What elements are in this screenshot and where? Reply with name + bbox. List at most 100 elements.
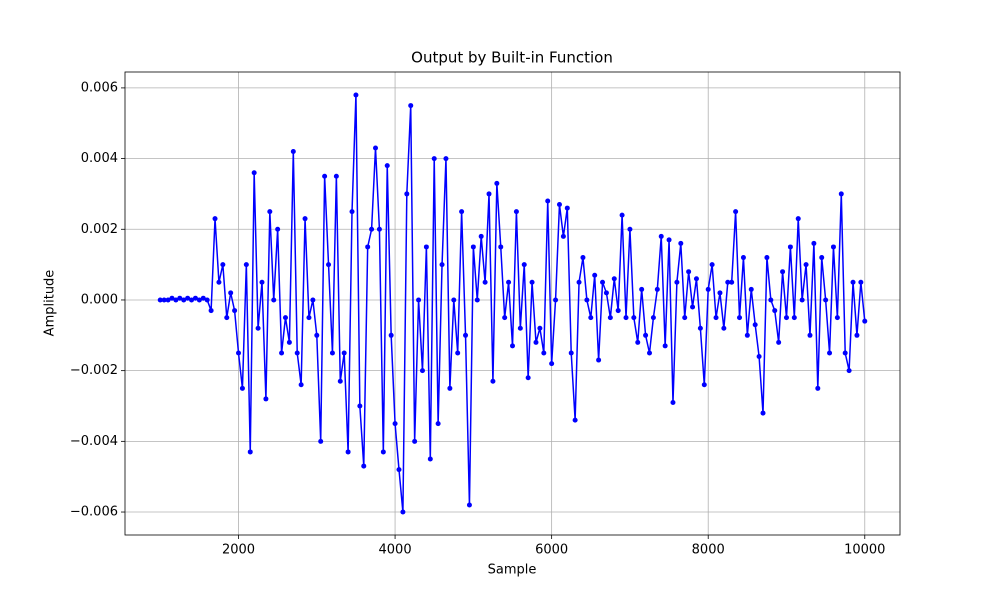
point — [556, 202, 562, 208]
point — [224, 315, 230, 321]
point — [306, 315, 312, 321]
point — [239, 385, 245, 391]
point — [384, 163, 390, 169]
point — [255, 325, 261, 331]
point — [380, 449, 386, 455]
point — [646, 350, 652, 356]
point — [314, 332, 320, 338]
point — [474, 297, 480, 303]
point — [204, 297, 210, 303]
point — [721, 325, 727, 331]
y-tick-label: −0.004 — [70, 434, 118, 449]
point — [173, 297, 179, 303]
point — [553, 297, 559, 303]
point — [329, 350, 335, 356]
point — [282, 315, 288, 321]
point — [232, 308, 238, 314]
point — [525, 375, 531, 381]
point — [243, 262, 249, 268]
point — [161, 297, 167, 303]
point — [705, 286, 711, 292]
point — [725, 279, 731, 285]
point — [862, 318, 868, 324]
point — [623, 315, 629, 321]
point — [627, 226, 633, 232]
point — [506, 279, 512, 285]
point — [486, 191, 492, 197]
x-axis-label: Sample — [488, 563, 537, 578]
x-tick-label: 10000 — [844, 543, 885, 558]
point — [827, 350, 833, 356]
point — [631, 315, 637, 321]
x-tick-label: 4000 — [379, 543, 412, 558]
point — [635, 339, 641, 345]
point — [592, 272, 598, 278]
point — [263, 396, 269, 402]
point — [529, 279, 535, 285]
point — [811, 240, 817, 246]
point — [596, 357, 602, 363]
point — [236, 350, 242, 356]
point — [795, 216, 801, 222]
point — [423, 244, 429, 250]
point — [490, 378, 496, 384]
point — [701, 382, 707, 388]
point — [693, 276, 699, 282]
y-tick-label: 0.000 — [81, 292, 118, 307]
point — [654, 286, 660, 292]
point — [760, 410, 766, 416]
point — [478, 233, 484, 239]
point — [427, 456, 433, 462]
point — [697, 325, 703, 331]
point — [337, 378, 343, 384]
x-tick-label: 8000 — [692, 543, 725, 558]
point — [584, 297, 590, 303]
plot-frame — [124, 71, 901, 536]
point — [396, 467, 402, 473]
point — [787, 244, 793, 250]
point — [251, 170, 257, 176]
point — [615, 308, 621, 314]
point — [744, 332, 750, 338]
point — [443, 156, 449, 162]
point — [498, 244, 504, 250]
point — [404, 191, 410, 197]
point — [302, 216, 308, 222]
point — [838, 191, 844, 197]
point — [353, 92, 359, 98]
point — [803, 262, 809, 268]
y-tick-label: 0.002 — [81, 222, 118, 237]
point — [463, 332, 469, 338]
point — [388, 332, 394, 338]
point — [279, 350, 285, 356]
point — [662, 343, 668, 349]
point — [181, 297, 187, 303]
point — [357, 403, 363, 409]
point — [521, 262, 527, 268]
point — [752, 322, 758, 328]
point — [807, 332, 813, 338]
point — [783, 315, 789, 321]
point — [823, 297, 829, 303]
point — [271, 297, 277, 303]
point — [333, 173, 339, 179]
point — [674, 279, 680, 285]
point — [545, 198, 551, 204]
point — [854, 332, 860, 338]
point — [603, 290, 609, 296]
point — [470, 244, 476, 250]
point — [842, 350, 848, 356]
point — [678, 240, 684, 246]
point — [830, 244, 836, 250]
point — [286, 339, 292, 345]
point — [764, 255, 770, 261]
x-tick-label: 2000 — [222, 543, 255, 558]
point — [733, 209, 739, 215]
point — [267, 209, 273, 215]
point — [459, 209, 465, 215]
y-tick-label: 0.006 — [81, 80, 118, 95]
point — [212, 216, 218, 222]
point — [349, 209, 355, 215]
y-tick-label: −0.002 — [70, 363, 118, 378]
